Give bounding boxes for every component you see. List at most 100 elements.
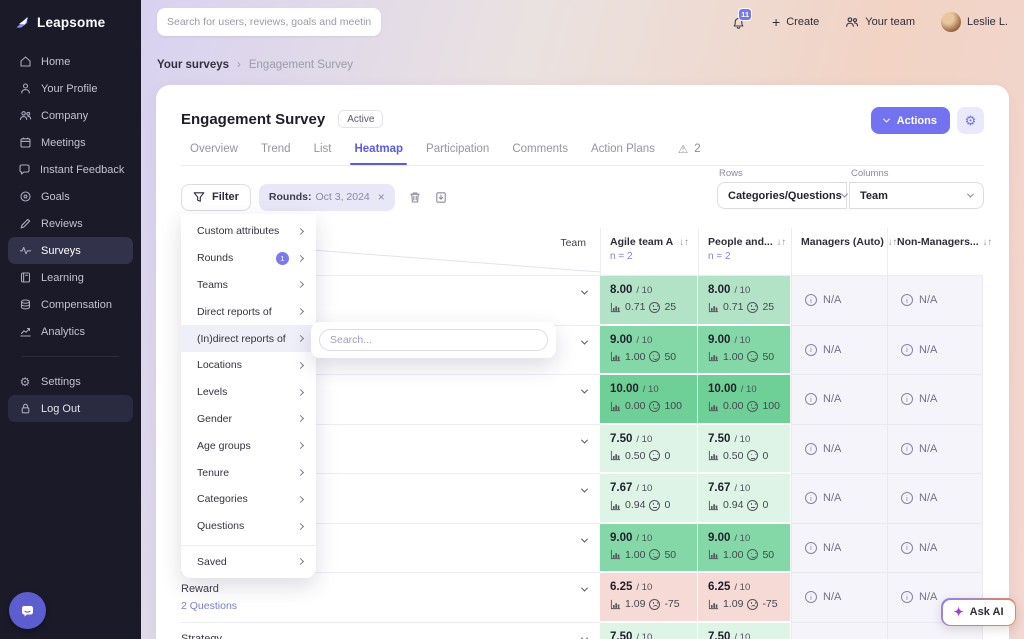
- tab-heatmap[interactable]: Heatmap: [350, 143, 407, 165]
- sidebar-item-label: Compensation: [41, 298, 112, 311]
- survey-card: Engagement Survey Active Actions ⚙ Overv…: [156, 85, 1009, 639]
- actions-button[interactable]: Actions: [870, 107, 950, 134]
- filter-item-age-groups[interactable]: Age groups: [181, 432, 316, 459]
- sidebar-item-your-profile[interactable]: Your Profile: [8, 75, 133, 102]
- app-logo[interactable]: Leapsome: [0, 0, 141, 42]
- sidebar-item-goals[interactable]: Goals: [8, 183, 133, 210]
- sidebar-item-instant-feedback[interactable]: Instant Feedback: [8, 156, 133, 183]
- score-cell[interactable]: 9.00/ 10 1.00 50: [698, 523, 791, 573]
- sidebar-item-label: Surveys: [41, 244, 81, 257]
- rounds-filter-chip[interactable]: Rounds: Oct 3, 2024 ×: [258, 183, 395, 211]
- na-cell: i N/A: [887, 375, 983, 425]
- sidebar-item-learning[interactable]: Learning: [8, 264, 133, 291]
- chevron-down-icon[interactable]: [580, 287, 589, 295]
- score-cell[interactable]: 9.00/ 10 1.00 50: [600, 523, 698, 573]
- rows-select[interactable]: Categories/Questions: [717, 182, 848, 209]
- global-search-input[interactable]: [167, 16, 371, 28]
- close-icon[interactable]: ×: [377, 190, 385, 204]
- chevron-down-icon[interactable]: [580, 584, 589, 592]
- filter-item-direct-reports-of[interactable]: Direct reports of: [181, 298, 316, 325]
- chevron-down-icon[interactable]: [580, 386, 589, 394]
- tab-comments[interactable]: Comments: [512, 143, 568, 155]
- create-button[interactable]: + Create: [772, 14, 819, 30]
- tab-warnings[interactable]: ⚠ 2: [678, 142, 701, 156]
- score-cell[interactable]: 7.50/ 10 0.50 0: [698, 424, 791, 474]
- tab-trend[interactable]: Trend: [260, 143, 291, 155]
- filter-item-rounds[interactable]: Rounds 1: [181, 245, 316, 272]
- chevron-down-icon[interactable]: [580, 535, 589, 543]
- filter-item-custom-attributes[interactable]: Custom attributes: [181, 218, 316, 245]
- score-cell[interactable]: 6.25/ 10 1.09 -75: [600, 573, 698, 623]
- questions-link[interactable]: 2 Questions: [181, 600, 238, 612]
- save-filter-button[interactable]: [435, 191, 447, 204]
- sidebar-item-meetings[interactable]: Meetings: [8, 129, 133, 156]
- tab-action-plans[interactable]: Action Plans: [590, 143, 655, 155]
- score-cell[interactable]: 8.00/ 10 0.71 25: [600, 276, 698, 326]
- columns-select[interactable]: Team: [849, 182, 984, 209]
- chevron-right-icon: [296, 495, 305, 503]
- ask-ai-button[interactable]: ✦ Ask AI: [942, 599, 1015, 625]
- leapsome-logo-icon: [15, 15, 30, 30]
- your-team-button[interactable]: Your team: [845, 15, 915, 29]
- chevron-down-icon[interactable]: [580, 337, 589, 345]
- score-cell[interactable]: 6.25/ 10 1.09 -75: [698, 573, 791, 623]
- score-cell[interactable]: 7.50/ 10: [600, 622, 698, 639]
- chevron-down-icon[interactable]: [580, 634, 589, 639]
- na-cell: i N/A: [791, 325, 887, 375]
- sidebar-item-surveys[interactable]: Surveys: [8, 237, 133, 264]
- page-title: Engagement Survey: [181, 110, 326, 128]
- delete-filter-button[interactable]: [409, 191, 421, 204]
- score-cell[interactable]: 7.50/ 10: [698, 622, 791, 639]
- breadcrumb-your-surveys[interactable]: Your surveys: [157, 58, 230, 71]
- sort-icon[interactable]: ↓↑: [887, 236, 898, 248]
- sort-icon[interactable]: ↓↑: [982, 236, 993, 248]
- sample-size: n = 2: [708, 251, 731, 262]
- sort-icon[interactable]: ↓↑: [776, 236, 787, 248]
- sort-icon[interactable]: ↓↑: [679, 236, 690, 248]
- heatmap-toolbar: Filter Rounds: Oct 3, 2024 × Rows Catego…: [181, 168, 984, 578]
- filter-item-saved[interactable]: Saved: [181, 548, 316, 576]
- score-cell[interactable]: 7.67/ 10 0.94 0: [600, 474, 698, 524]
- score-cell[interactable]: 8.00/ 10 0.71 25: [698, 276, 791, 326]
- distribution-icon: [708, 302, 719, 313]
- score-cell[interactable]: 9.00/ 10 1.00 50: [600, 325, 698, 375]
- score-cell[interactable]: 7.67/ 10 0.94 0: [698, 474, 791, 524]
- distribution-icon: [708, 351, 719, 362]
- score-cell[interactable]: 7.50/ 10 0.50 0: [600, 424, 698, 474]
- na-cell: i N/A: [887, 573, 983, 623]
- filter-button[interactable]: Filter: [181, 183, 251, 211]
- tab-overview[interactable]: Overview: [190, 143, 238, 155]
- user-menu[interactable]: Leslie L.: [941, 12, 1008, 32]
- global-search[interactable]: [157, 8, 381, 36]
- filter-item-levels[interactable]: Levels: [181, 379, 316, 406]
- chat-launcher-button[interactable]: [9, 592, 46, 629]
- score-cell[interactable]: 10.00/ 10 0.00 100: [698, 375, 791, 425]
- tab-list[interactable]: List: [313, 143, 332, 155]
- filter-item-gender[interactable]: Gender: [181, 406, 316, 433]
- plus-icon: +: [772, 14, 781, 30]
- sidebar-item-analytics[interactable]: Analytics: [8, 318, 133, 345]
- sidebar-item-home[interactable]: Home: [8, 48, 133, 75]
- filter-item-locations[interactable]: Locations: [181, 352, 316, 379]
- mood-icon: [649, 450, 661, 461]
- notifications-button[interactable]: 11: [731, 7, 753, 30]
- filter-item-questions[interactable]: Questions: [181, 513, 316, 540]
- filter-item-teams[interactable]: Teams: [181, 272, 316, 299]
- chevron-down-icon[interactable]: [580, 436, 589, 444]
- score-cell[interactable]: 9.00/ 10 1.00 50: [698, 325, 791, 375]
- save-icon: [435, 191, 447, 204]
- filter-item-categories[interactable]: Categories: [181, 486, 316, 513]
- chevron-down-icon[interactable]: [580, 485, 589, 493]
- sidebar-item-company[interactable]: Company: [8, 102, 133, 129]
- filter-item-indirect-reports-of[interactable]: (In)direct reports of: [181, 325, 316, 352]
- sidebar-item-compensation[interactable]: Compensation: [8, 291, 133, 318]
- score-cell[interactable]: 10.00/ 10 0.00 100: [600, 375, 698, 425]
- settings-button[interactable]: ⚙: [957, 107, 984, 134]
- column-header-people-and: People and... ↓↑ n = 2: [698, 228, 791, 276]
- sidebar-item-reviews[interactable]: Reviews: [8, 210, 133, 237]
- sidebar-item-settings[interactable]: ⚙ Settings: [8, 368, 133, 395]
- filter-search-input[interactable]: [319, 329, 548, 351]
- filter-item-tenure[interactable]: Tenure: [181, 459, 316, 486]
- sidebar-item-log-out[interactable]: Log Out: [8, 395, 133, 422]
- tab-participation[interactable]: Participation: [426, 143, 490, 155]
